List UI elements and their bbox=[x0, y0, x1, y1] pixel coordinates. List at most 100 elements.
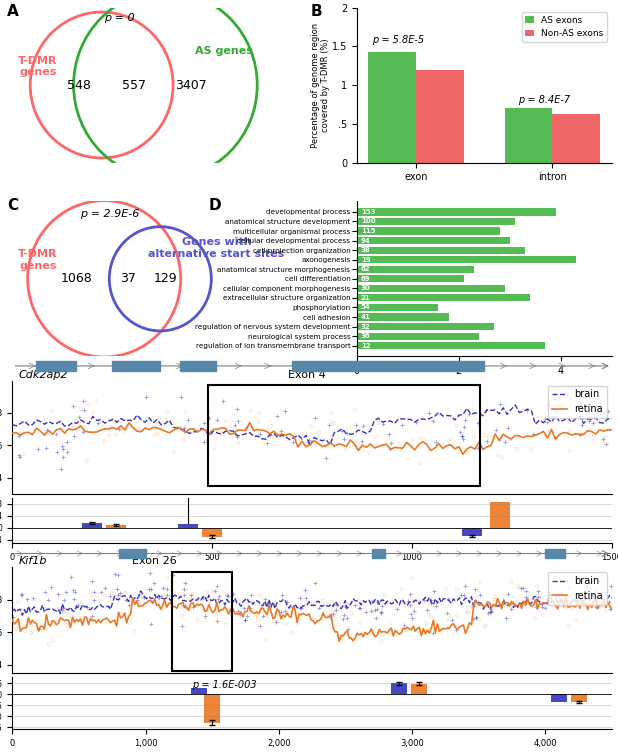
Point bbox=[465, 602, 475, 614]
Point bbox=[459, 420, 469, 432]
Point bbox=[251, 605, 261, 617]
Point bbox=[104, 429, 114, 441]
Point bbox=[324, 611, 334, 623]
Point bbox=[233, 605, 243, 617]
Point bbox=[129, 423, 138, 435]
Point bbox=[345, 597, 355, 609]
Point bbox=[177, 421, 187, 433]
Point bbox=[443, 593, 453, 605]
Point bbox=[26, 620, 36, 632]
Text: 19: 19 bbox=[361, 256, 371, 262]
Point bbox=[600, 587, 610, 599]
Point bbox=[296, 430, 306, 442]
Point bbox=[314, 426, 324, 438]
Point bbox=[293, 605, 303, 617]
Point bbox=[212, 414, 222, 426]
Point bbox=[265, 429, 274, 441]
Point bbox=[180, 405, 190, 417]
Point bbox=[40, 587, 50, 599]
Point bbox=[326, 407, 336, 419]
Point bbox=[231, 428, 240, 440]
Bar bbox=[551, 694, 567, 702]
Point bbox=[544, 399, 554, 411]
Point bbox=[162, 572, 172, 584]
Point bbox=[68, 584, 78, 596]
Bar bbox=[357, 332, 479, 340]
Point bbox=[308, 599, 318, 611]
Point bbox=[300, 584, 310, 596]
Point bbox=[571, 614, 581, 626]
Bar bbox=[204, 694, 220, 723]
Point bbox=[214, 590, 224, 602]
Point bbox=[568, 591, 578, 603]
Point bbox=[130, 588, 140, 600]
Legend: brain, retina: brain, retina bbox=[548, 572, 607, 605]
Point bbox=[233, 605, 243, 617]
Point bbox=[541, 602, 551, 614]
Point bbox=[61, 619, 71, 631]
Point bbox=[395, 438, 405, 450]
Point bbox=[201, 435, 211, 447]
Point bbox=[415, 596, 425, 608]
Point bbox=[53, 588, 62, 600]
Point bbox=[162, 583, 172, 595]
Point bbox=[295, 593, 305, 605]
Point bbox=[351, 420, 361, 432]
Point bbox=[506, 576, 516, 588]
Point bbox=[176, 422, 185, 434]
Point bbox=[254, 408, 264, 420]
Point bbox=[361, 605, 371, 617]
Point bbox=[584, 596, 594, 608]
Point bbox=[218, 602, 227, 614]
Point bbox=[534, 591, 544, 603]
Point bbox=[208, 586, 218, 598]
Bar bbox=[570, 694, 586, 702]
Bar bbox=[357, 314, 449, 320]
Point bbox=[371, 596, 381, 608]
Point bbox=[64, 620, 74, 632]
Legend: brain, retina: brain, retina bbox=[548, 386, 607, 418]
Point bbox=[33, 443, 43, 455]
Point bbox=[318, 613, 328, 625]
Point bbox=[366, 605, 376, 617]
Point bbox=[475, 589, 485, 601]
Point bbox=[204, 405, 214, 417]
Point bbox=[372, 602, 382, 614]
Point bbox=[87, 590, 96, 602]
Point bbox=[146, 618, 156, 630]
Point bbox=[162, 406, 172, 418]
Point bbox=[54, 614, 64, 626]
Point bbox=[464, 408, 474, 420]
Point bbox=[463, 447, 473, 459]
Point bbox=[298, 602, 308, 614]
Point bbox=[457, 430, 467, 442]
Point bbox=[13, 620, 23, 632]
Point bbox=[162, 590, 172, 602]
Point bbox=[580, 598, 590, 610]
Point bbox=[460, 581, 470, 593]
Text: 1068: 1068 bbox=[61, 272, 92, 285]
Point bbox=[426, 597, 436, 609]
Point bbox=[78, 395, 88, 407]
Point bbox=[150, 577, 159, 589]
Text: 37: 37 bbox=[121, 272, 137, 285]
Point bbox=[471, 611, 481, 623]
Point bbox=[588, 593, 598, 605]
Point bbox=[405, 588, 415, 600]
Point bbox=[489, 591, 499, 603]
Point bbox=[331, 605, 341, 617]
Point bbox=[53, 608, 63, 620]
Point bbox=[494, 399, 504, 411]
Point bbox=[326, 603, 336, 615]
Point bbox=[160, 414, 170, 426]
Point bbox=[562, 594, 572, 606]
Point bbox=[188, 601, 198, 613]
Point bbox=[413, 594, 423, 606]
Point bbox=[216, 428, 226, 440]
Point bbox=[87, 611, 96, 623]
Point bbox=[459, 432, 468, 444]
Point bbox=[146, 596, 156, 608]
Point bbox=[497, 451, 507, 463]
Point bbox=[199, 417, 209, 429]
Point bbox=[565, 444, 575, 456]
